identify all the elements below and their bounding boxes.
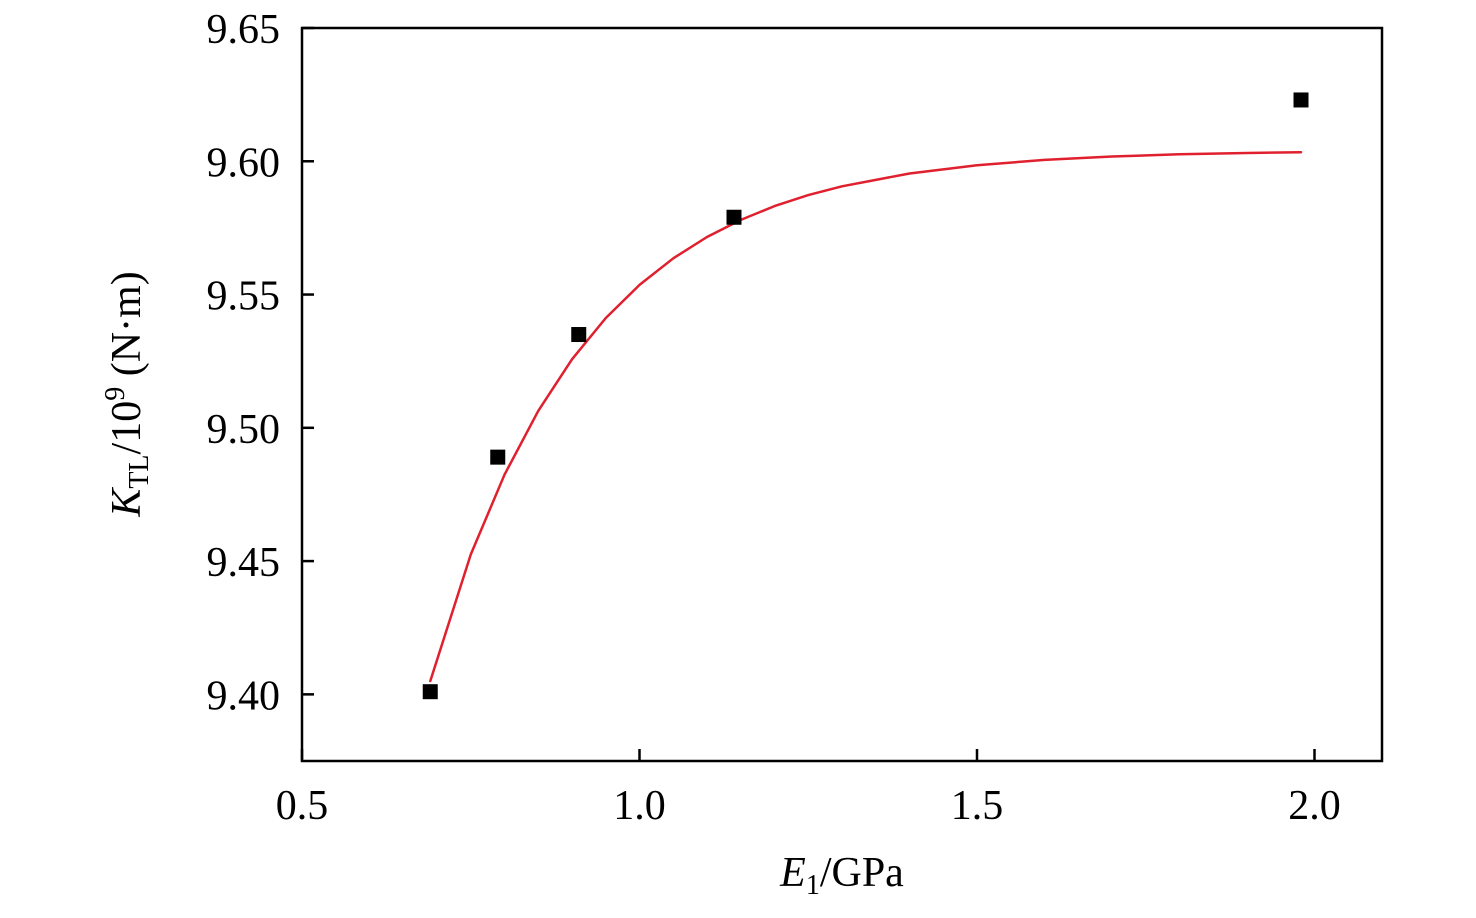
fit-curve-layer [429,150,1303,683]
y-axis-ticks: 9.40 9.45 9.50 9.55 9.60 9.65 [207,7,314,719]
data-point [726,209,742,225]
y-tick-label: 9.40 [207,673,281,719]
x-axis-title: E1/GPa [779,850,904,901]
y-tick-label: 9.65 [207,7,281,53]
data-point [490,449,506,465]
x-tick-label: 0.5 [276,783,329,829]
y-axis-title: KTL/109 (N·m) [100,271,155,517]
plot-frame [300,26,1384,763]
x-axis-ticks: 0.5 1.0 1.5 2.0 [276,749,1341,829]
data-point [571,327,587,343]
data-points-layer [422,92,1309,700]
fit-curve [429,150,1303,683]
x-tick-label: 1.0 [613,783,666,829]
y-tick-label: 9.50 [207,407,281,453]
y-tick-label: 9.60 [207,140,281,186]
x-tick-label: 1.5 [951,783,1004,829]
y-tick-label: 9.45 [207,540,281,586]
y-tick-label: 9.55 [207,274,281,320]
x-tick-label: 2.0 [1288,783,1341,829]
data-point [422,684,438,700]
data-point [1293,92,1309,108]
